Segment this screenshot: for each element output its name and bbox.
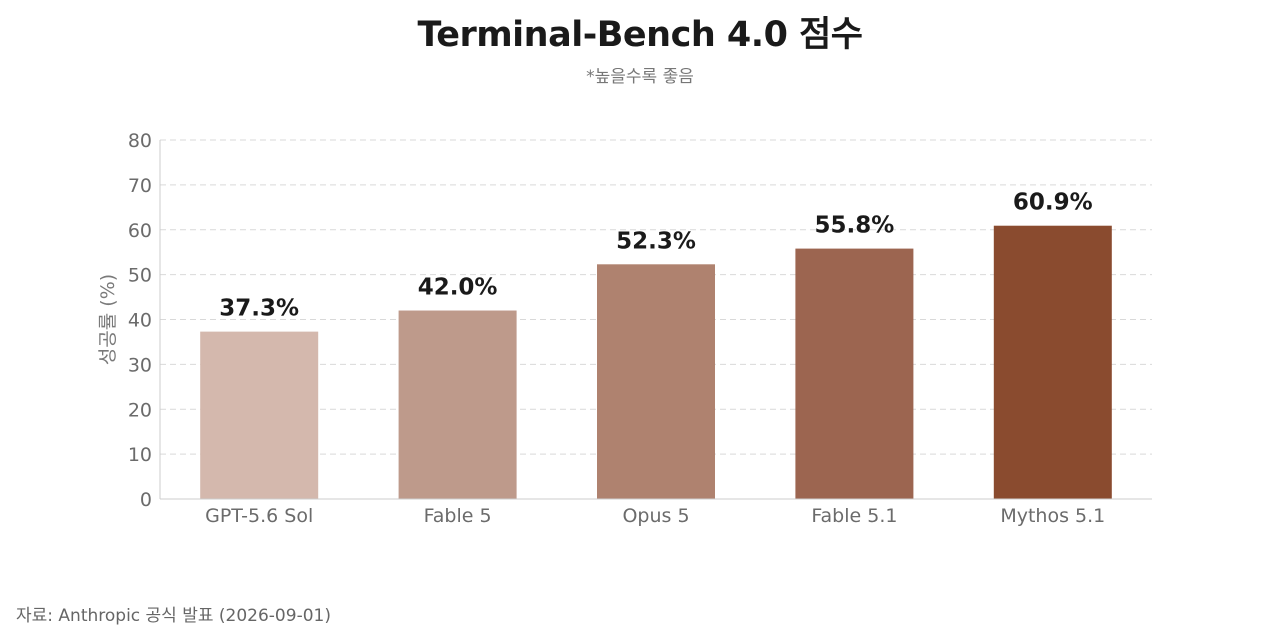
y-tick-label: 50: [128, 265, 152, 287]
y-tick-label: 30: [128, 354, 152, 376]
x-tick-label: GPT-5.6 Sol: [205, 505, 313, 527]
data-label: 55.8%: [815, 213, 895, 239]
bar: [993, 225, 1112, 499]
data-label: 52.3%: [616, 228, 696, 254]
chart-subtitle: *높을수록 좋음: [586, 67, 694, 87]
bar: [398, 310, 517, 499]
chart-title: Terminal-Bench 4.0 점수: [417, 15, 863, 55]
data-label: 37.3%: [219, 296, 299, 322]
labels: 0 10 20 30 40 50 60 70 80 37.3% GPT-5.6 Sol 42.0% Fa…: [97, 130, 1105, 527]
y-tick-label: 0: [140, 489, 152, 511]
y-axis-title: 성공률 (%): [97, 274, 119, 365]
y-tick-label: 40: [128, 310, 152, 332]
x-tick-label: Mythos 5.1: [1000, 505, 1105, 527]
y-tick-label: 10: [128, 444, 152, 466]
data-label: 60.9%: [1013, 190, 1093, 216]
y-tick-label: 20: [128, 399, 152, 421]
x-tick-label: Opus 5: [622, 505, 689, 527]
x-tick-label: Fable 5: [424, 505, 492, 527]
bar: [597, 264, 715, 499]
source-note: 자료: Anthropic 공식 발표 (2026-09-01): [16, 606, 331, 626]
bar: [795, 248, 914, 499]
y-tick-label: 80: [128, 130, 152, 152]
axes: [159, 140, 1152, 500]
data-label: 42.0%: [418, 275, 498, 301]
y-tick-label: 70: [128, 175, 152, 197]
bar: [200, 331, 319, 499]
x-tick-label: Fable 5.1: [811, 505, 897, 527]
y-tick-label: 60: [128, 220, 152, 242]
bars: [200, 225, 1112, 499]
